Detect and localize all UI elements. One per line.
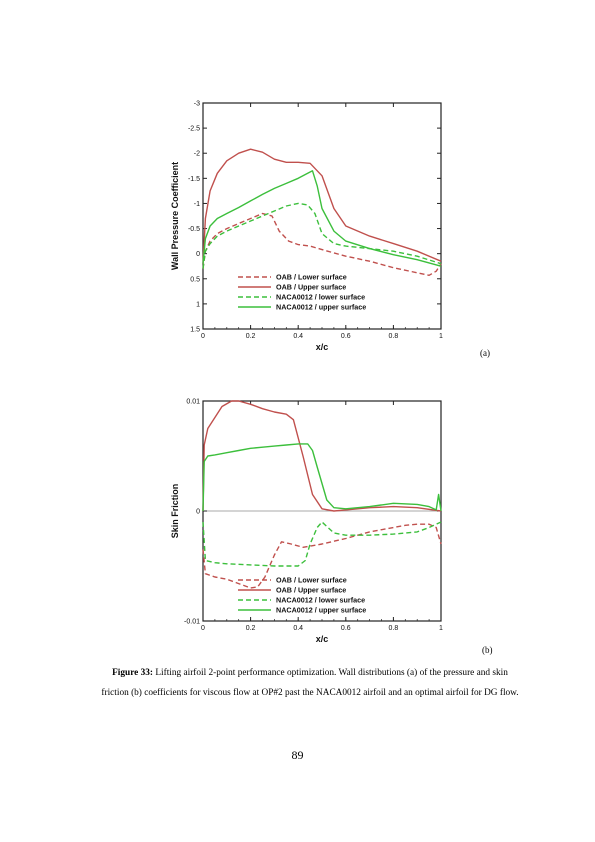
series-line-oab-lower-surface — [202, 212, 442, 277]
series-line-oab-lower-surface — [202, 523, 442, 589]
y-tick-label: -2.5 — [188, 126, 200, 133]
x-tick-label: 0.4 — [293, 625, 303, 632]
y-axis-title: Wall Pressure Coefficient — [170, 162, 180, 270]
x-axis-title: x/c — [316, 634, 329, 644]
y-tick-label: -0.01 — [184, 619, 200, 626]
y-tick-label: -1 — [194, 201, 200, 208]
y-axis-title: Skin Friction — [170, 484, 180, 539]
legend-label-oab-lower-surface: OAB / Lower surface — [276, 576, 347, 585]
y-tick-label: -3 — [194, 101, 200, 108]
legend-label-naca0012-upper-surface: NACA0012 / upper surface — [276, 303, 366, 312]
x-axis-title: x/c — [316, 342, 329, 352]
x-tick-label: 0.8 — [389, 333, 399, 340]
x-tick-label: 0.2 — [246, 333, 256, 340]
x-tick-label: 1 — [439, 625, 443, 632]
x-tick-label: 0 — [201, 333, 205, 340]
pressure-coefficient-chart: 0 0.2 0.4 0.6 0.8 1 -3 -2.5 -2 -1.5 -1 -0.5 0 0.5 1 1.5… — [170, 101, 443, 353]
panel-label-a: (a) — [480, 348, 490, 358]
legend-label-naca0012-lower-surface: NACA0012 / lower surface — [276, 596, 365, 605]
series-line-naca0012-lower-surface — [202, 521, 442, 567]
figure-label: Figure 33: — [112, 668, 154, 678]
y-tick-label: -0.5 — [188, 226, 200, 233]
series-line-naca0012-upper-surface — [202, 170, 442, 267]
x-tick-label: 0 — [201, 625, 205, 632]
panel-label-b: (b) — [482, 645, 493, 655]
page-number: 89 — [291, 748, 304, 762]
series-line-naca0012-upper-surface — [202, 443, 442, 512]
y-tick-label: -1.5 — [188, 176, 200, 183]
series-line-oab-upper-surface — [202, 148, 442, 264]
y-tick-label: 0 — [196, 509, 200, 516]
y-tick-label: -2 — [194, 151, 200, 158]
x-tick-label: 1 — [439, 333, 443, 340]
x-tick-label: 0.6 — [341, 333, 351, 340]
figure-caption: Figure 33: Lifting airfoil 2-point perfo… — [100, 663, 520, 703]
y-tick-label: 0.5 — [190, 276, 200, 283]
x-tick-label: 0.4 — [293, 333, 303, 340]
legend-label-oab-upper-surface: OAB / Upper surface — [276, 586, 346, 595]
y-tick-label: 0 — [196, 251, 200, 258]
x-tick-label: 0.6 — [341, 625, 351, 632]
x-tick-label: 0.2 — [246, 625, 256, 632]
series-line-oab-upper-surface — [202, 400, 442, 512]
caption-text: Lifting airfoil 2-point performance opti… — [101, 668, 519, 698]
series-line-naca0012-lower-surface — [202, 202, 442, 269]
y-tick-label: 1 — [196, 301, 200, 308]
legend-label-naca0012-upper-surface: NACA0012 / upper surface — [276, 606, 366, 615]
legend-label-oab-lower-surface: OAB / Lower surface — [276, 273, 347, 282]
legend-label-naca0012-lower-surface: NACA0012 / lower surface — [276, 293, 365, 302]
y-tick-label: 0.01 — [186, 399, 200, 406]
y-tick-label: 1.5 — [190, 327, 200, 334]
legend-label-oab-upper-surface: OAB / Upper surface — [276, 283, 346, 292]
x-tick-label: 0.8 — [389, 625, 399, 632]
